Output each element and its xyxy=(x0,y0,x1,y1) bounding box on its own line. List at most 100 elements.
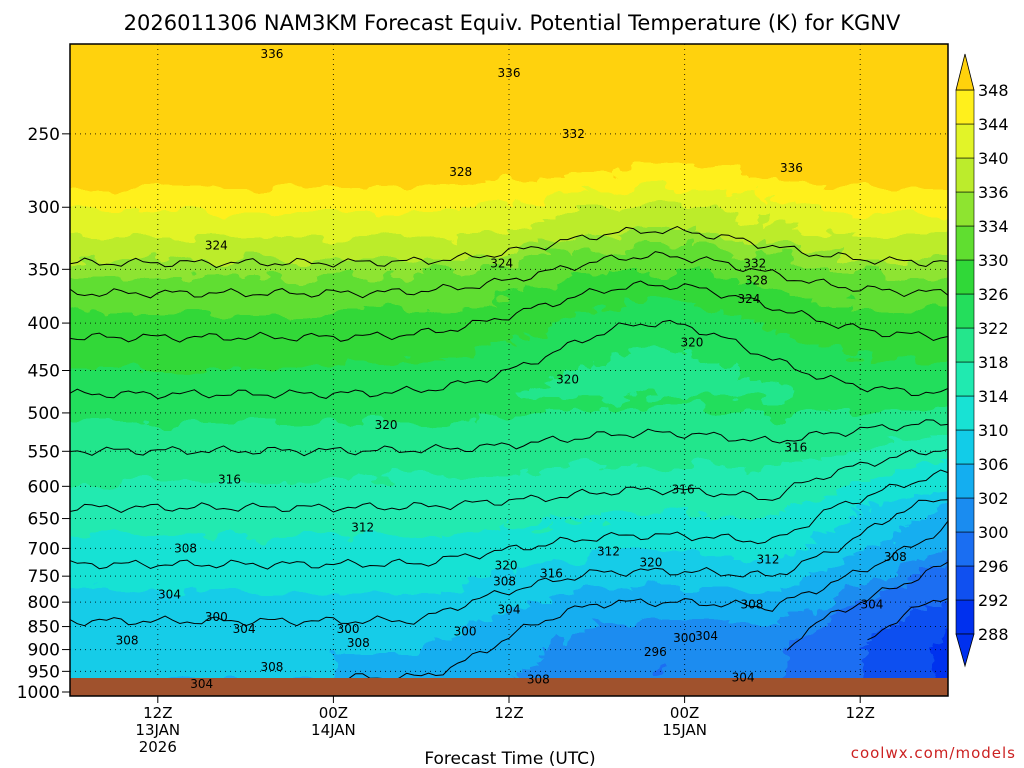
colorbar-label: 288 xyxy=(978,625,1009,644)
colorbar-swatch xyxy=(955,361,975,397)
y-tick-label: 300 xyxy=(28,198,60,218)
colorbar: 288 292 296 300 302 306 310 314 318 322 326 330 334 3… xyxy=(955,53,1009,668)
contour-label: 320 xyxy=(556,372,579,386)
colorbar-swatch xyxy=(955,565,975,601)
colorbar-swatch xyxy=(955,463,975,499)
colorbar-swatch xyxy=(955,429,975,465)
x-tick-label: 00Z xyxy=(319,704,348,722)
colorbar-label: 348 xyxy=(978,81,1009,100)
contour-label: 300 xyxy=(337,622,360,636)
plot-area xyxy=(70,44,948,696)
colorbar-label: 292 xyxy=(978,591,1009,610)
ground-surface xyxy=(70,678,948,696)
colorbar-bottom-arrow xyxy=(955,633,975,668)
contour-label: 324 xyxy=(738,292,761,306)
contour-label: 324 xyxy=(490,257,513,271)
colorbar-label: 296 xyxy=(978,557,1009,576)
x-tick-label: 12Z xyxy=(846,704,875,722)
contour-label: 320 xyxy=(495,558,518,572)
contour-line-312 xyxy=(70,469,948,570)
colorbar-label: 322 xyxy=(978,319,1009,338)
contour-label: 308 xyxy=(884,550,907,564)
contour-label: 308 xyxy=(116,634,139,648)
contour-label: 304 xyxy=(233,622,256,636)
contour-label: 300 xyxy=(205,610,228,624)
colorbar-swatch xyxy=(955,497,975,533)
contour-label: 328 xyxy=(449,165,472,179)
colorbar-label: 340 xyxy=(978,149,1009,168)
y-tick-label: 950 xyxy=(28,662,60,682)
contour-label: 308 xyxy=(527,673,550,687)
contour-label: 336 xyxy=(498,66,521,80)
contour-label: 316 xyxy=(218,473,241,487)
credit-text: coolwx.com/models xyxy=(851,744,1016,762)
contour-label: 332 xyxy=(562,127,585,141)
contour-label: 316 xyxy=(540,566,563,580)
x-tick-label: 00Z xyxy=(670,704,699,722)
colorbar-label: 302 xyxy=(978,489,1009,508)
contour-label: 316 xyxy=(672,483,695,497)
contour-line-296 xyxy=(867,597,948,641)
colorbar-label: 326 xyxy=(978,285,1009,304)
contour-label: 332 xyxy=(743,257,766,271)
y-tick-label: 850 xyxy=(28,618,60,638)
colorbar-label: 300 xyxy=(978,523,1009,542)
y-tick-label: 250 xyxy=(28,125,60,145)
y-tick-label: 1000 xyxy=(17,683,60,703)
contour-label: 320 xyxy=(375,418,398,432)
colorbar-swatch xyxy=(955,225,975,261)
colorbar-label: 310 xyxy=(978,421,1009,440)
contour-label: 300 xyxy=(673,631,696,645)
colorbar-label: 318 xyxy=(978,353,1009,372)
colorbar-label: 306 xyxy=(978,455,1009,474)
contour-label: 304 xyxy=(732,671,755,685)
colorbar-swatch xyxy=(955,531,975,567)
contour-labels: 336 336 336 332 332 328 328 324 324 324 320 320 320 3… xyxy=(116,47,907,691)
contour-label: 304 xyxy=(498,603,521,617)
colorbar-swatch xyxy=(955,599,975,635)
contour-label: 308 xyxy=(347,636,370,650)
colorbar-swatch xyxy=(955,259,975,295)
y-tick-label: 550 xyxy=(28,442,60,462)
contour-label: 328 xyxy=(745,274,768,288)
colorbar-swatch xyxy=(955,327,975,363)
contour-label: 320 xyxy=(680,336,703,350)
y-tick-label: 500 xyxy=(28,404,60,424)
x-tick-label: 13JAN xyxy=(135,721,180,739)
colorbar-swatch xyxy=(955,191,975,227)
contour-label: 300 xyxy=(454,624,477,638)
colorbar-label: 344 xyxy=(978,115,1009,134)
x-tick-label: 15JAN xyxy=(662,721,707,739)
y-tick-label: 750 xyxy=(28,567,60,587)
x-tick-label: 2026 xyxy=(139,738,177,756)
contour-label: 312 xyxy=(597,544,620,558)
x-tick-label: 14JAN xyxy=(311,721,356,739)
y-tick-label: 700 xyxy=(28,539,60,559)
x-axis-title: Forecast Time (UTC) xyxy=(424,749,595,768)
colorbar-swatch xyxy=(955,157,975,193)
y-axis: 250 300 350 400 450 500 550 600 650 700 750 800 850 9… xyxy=(17,125,70,703)
colorbar-swatch xyxy=(955,293,975,329)
contour-label: 304 xyxy=(190,677,213,691)
contour-line-300 xyxy=(786,561,948,651)
contour-label: 308 xyxy=(740,598,763,612)
contour-label: 308 xyxy=(174,541,197,555)
y-tick-label: 400 xyxy=(28,314,60,334)
colorbar-swatch xyxy=(955,395,975,431)
colorbar-top-arrow xyxy=(955,53,975,91)
contour-label: 304 xyxy=(158,588,181,602)
contour-label: 304 xyxy=(860,598,883,612)
y-tick-label: 650 xyxy=(28,510,60,530)
y-tick-label: 350 xyxy=(28,260,60,280)
contour-label: 304 xyxy=(695,629,718,643)
colorbar-swatch xyxy=(955,89,975,125)
colorbar-label: 330 xyxy=(978,251,1009,270)
contour-label: 312 xyxy=(757,553,780,567)
y-tick-label: 800 xyxy=(28,593,60,613)
contour-label: 312 xyxy=(351,521,374,535)
colorbar-label: 314 xyxy=(978,387,1009,406)
contour-label: 320 xyxy=(639,556,662,570)
y-tick-label: 900 xyxy=(28,641,60,661)
